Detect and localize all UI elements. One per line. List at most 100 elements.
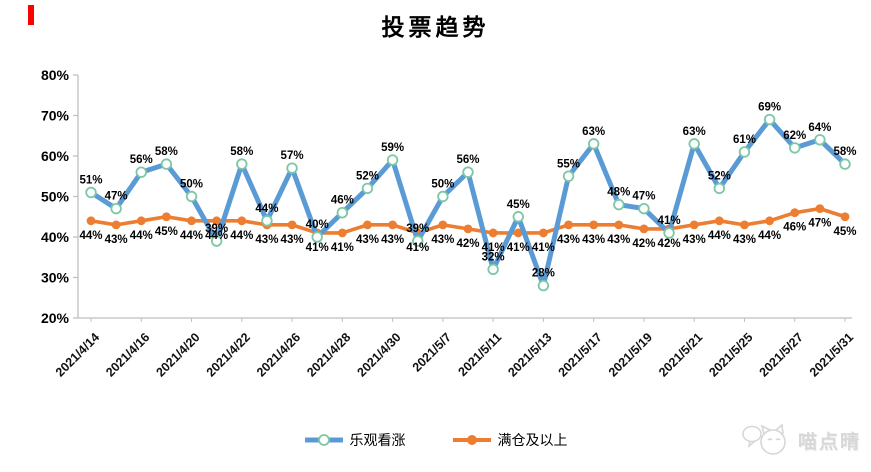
full-position-data-label: 43%	[431, 234, 454, 246]
bullish-data-label: 63%	[582, 126, 605, 138]
bullish-data-point	[512, 211, 524, 223]
bullish-data-label: 62%	[783, 130, 806, 142]
full-position-data-point	[337, 228, 347, 238]
bullish-data-label: 41%	[658, 215, 681, 227]
bullish-data-label: 56%	[456, 154, 479, 166]
bullish-data-point	[311, 231, 323, 243]
bullish-data-point	[85, 186, 97, 199]
bullish-data-label: 58%	[155, 146, 178, 158]
full-position-data-label: 44%	[708, 230, 731, 242]
full-position-data-label: 41%	[507, 242, 530, 254]
bullish-data-label: 56%	[130, 154, 153, 166]
full-position-data-label: 45%	[155, 226, 178, 238]
bullish-data-label: 47%	[632, 191, 655, 203]
legend-label-bullish: 乐观看涨	[349, 432, 406, 448]
full-position-data-point	[513, 228, 523, 238]
full-position-data-point	[790, 208, 800, 218]
full-position-data-label: 42%	[456, 238, 479, 250]
full-position-data-point	[187, 216, 196, 226]
full-position-data-point	[136, 216, 146, 226]
cat-with-speech-bubble-icon	[742, 423, 786, 455]
y-axis-tick-label: 20%	[41, 310, 70, 326]
full-position-data-label: 42%	[632, 238, 655, 250]
watermark: 喵点晴	[740, 422, 861, 458]
full-position-data-label: 41%	[482, 242, 505, 254]
full-position-data-label: 44%	[130, 230, 153, 242]
watermark-text: 喵点晴	[797, 431, 861, 453]
full-position-data-point	[388, 220, 397, 230]
y-axis-tick-label: 80%	[41, 67, 70, 83]
bullish-data-point	[537, 279, 550, 292]
y-axis-tick-label: 30%	[41, 270, 70, 286]
bullish-data-label: 39%	[205, 223, 228, 235]
y-axis-tick-label: 60%	[41, 148, 70, 164]
full-position-data-point	[86, 216, 96, 226]
full-position-data-point	[488, 228, 498, 238]
x-axis-date-label: 2021/5/27	[757, 330, 806, 379]
full-position-data-label: 43%	[381, 234, 404, 246]
x-axis-date-label: 2021/4/14	[53, 330, 102, 379]
bullish-data-label: 44%	[255, 203, 278, 215]
bullish-data-point	[361, 182, 374, 195]
bullish-data-label: 57%	[281, 150, 304, 162]
x-axis-date-label: 2021/5/13	[505, 330, 554, 379]
bullish-data-label: 46%	[331, 195, 354, 207]
y-axis-tick-label: 50%	[41, 189, 70, 205]
bullish-data-point	[110, 202, 122, 215]
bullish-data-label: 58%	[230, 146, 253, 158]
full-position-data-point	[639, 224, 649, 234]
x-axis-date-label: 2021/5/11	[456, 330, 505, 379]
bullish-data-point	[412, 235, 424, 247]
full-position-data-point	[740, 220, 749, 230]
bullish-data-point	[638, 202, 650, 215]
bullish-data-point	[236, 158, 248, 170]
full-position-data-point	[589, 220, 599, 230]
full-position-data-label: 44%	[230, 230, 253, 242]
full-position-data-label: 43%	[255, 234, 278, 246]
full-position-line-marker-icon	[452, 435, 491, 445]
full-position-data-label: 41%	[406, 242, 429, 254]
full-position-data-label: 47%	[808, 218, 831, 230]
bullish-data-point	[587, 138, 600, 150]
x-axis-date-label: 2021/5/25	[706, 330, 755, 379]
x-axis-date-label: 2021/5/19	[606, 330, 655, 379]
full-position-data-label: 43%	[683, 234, 706, 246]
bullish-data-point	[613, 198, 625, 211]
bullish-data-label: 47%	[105, 191, 128, 203]
bullish-data-point	[261, 215, 273, 227]
full-position-data-label: 43%	[733, 234, 756, 246]
bullish-data-label: 51%	[79, 174, 102, 186]
full-position-data-point	[689, 220, 699, 230]
full-position-data-label: 44%	[758, 230, 781, 242]
bullish-data-point	[487, 263, 499, 276]
full-position-data-label: 44%	[79, 230, 102, 242]
full-position-data-point	[287, 220, 297, 230]
bullish-data-label: 69%	[758, 102, 781, 114]
bullish-data-label: 32%	[482, 251, 505, 263]
data-labels: 44% 43% 44% 45% 44% 44% 44% 43% 43%41% 41%43% 43%4…	[79, 102, 856, 280]
full-position-data-label: 43%	[582, 234, 605, 246]
bullish-data-point	[386, 154, 399, 166]
full-position-data-label: 42%	[658, 238, 681, 250]
bullish-data-point	[437, 190, 449, 203]
bullish-data-label: 52%	[708, 170, 731, 182]
bullish-data-point	[814, 134, 826, 146]
x-axis-date-label: 2021/4/20	[153, 330, 202, 379]
bullish-data-label: 64%	[808, 122, 831, 134]
series-bullish	[85, 113, 851, 292]
bullish-data-point	[210, 235, 223, 247]
bullish-data-label: 58%	[833, 146, 856, 158]
bullish-data-label: 52%	[356, 170, 379, 182]
full-position-data-label: 43%	[281, 234, 304, 246]
legend-item-bullish: 乐观看涨	[304, 430, 406, 450]
x-axis-date-label: 2021/5/21	[656, 330, 705, 379]
bullish-data-point	[135, 166, 147, 178]
bullish-data-point	[462, 166, 474, 178]
bullish-data-point	[688, 138, 700, 150]
full-position-data-label: 44%	[205, 230, 228, 242]
bullish-data-point	[160, 158, 173, 170]
chart-legend: 乐观看涨 满仓及以上	[0, 430, 871, 450]
x-axis-date-label: 2021/4/22	[204, 330, 253, 379]
bullish-data-label: 55%	[557, 158, 580, 170]
